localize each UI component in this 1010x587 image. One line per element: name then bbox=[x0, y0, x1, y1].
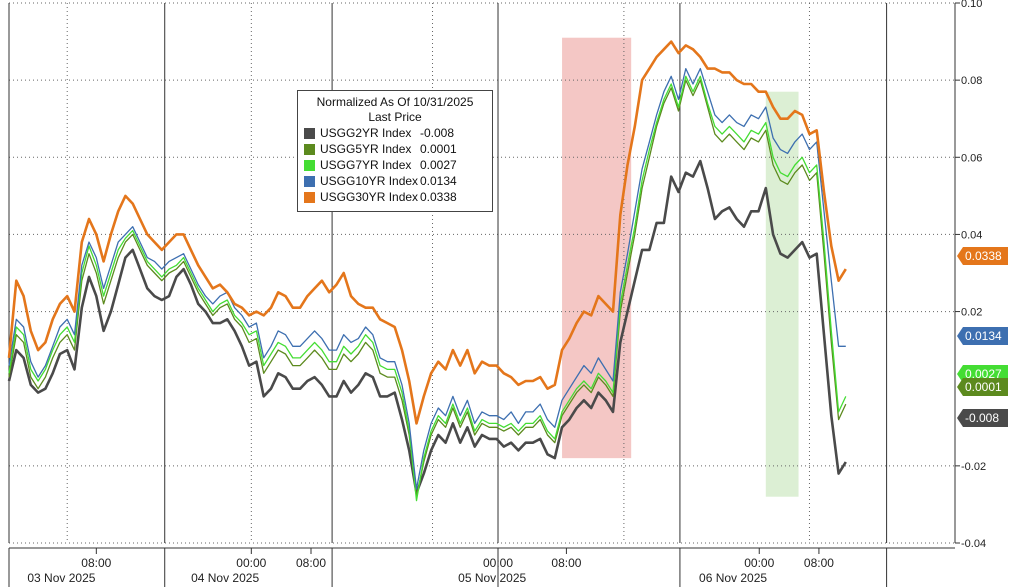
y-tick-label: 0.06 bbox=[961, 152, 982, 164]
legend-subtitle: Last Price bbox=[368, 110, 422, 124]
series-line-usgg10yr bbox=[8, 67, 846, 490]
highlight-region-0 bbox=[562, 37, 632, 459]
legend-row: USGG2YR Index -0.008 bbox=[304, 125, 486, 141]
y-tick-label: -0.02 bbox=[961, 461, 986, 473]
legend-row: USGG30YR Index 0.0338 bbox=[304, 189, 486, 205]
y-tick-label: 0.10 bbox=[961, 0, 982, 10]
last-value-tag-text: 0.0027 bbox=[965, 367, 1002, 381]
last-value-tag-text: 0.0338 bbox=[965, 249, 1002, 263]
last-value-tag-text: -0.008 bbox=[965, 411, 999, 425]
legend-series-value: 0.0001 bbox=[420, 142, 457, 156]
last-value-tag-usgg5yr: 0.0001 bbox=[957, 378, 1008, 396]
legend-row: USGG5YR Index 0.0001 bbox=[304, 141, 486, 157]
x-tick-label: 00:00 bbox=[236, 556, 266, 570]
legend-series-name: USGG2YR Index bbox=[320, 126, 412, 140]
last-value-tag-text: 0.0001 bbox=[965, 380, 1002, 394]
y-tick-label: 0.02 bbox=[961, 307, 982, 319]
legend-series-value: -0.008 bbox=[420, 126, 455, 140]
x-tick-label: 08:00 bbox=[81, 556, 111, 570]
x-date-label: 03 Nov 2025 bbox=[27, 571, 95, 585]
legend-swatch bbox=[304, 191, 315, 203]
last-value-tag-bg bbox=[957, 247, 1008, 265]
last-value-tag-text: 0.0134 bbox=[965, 329, 1002, 343]
y-tick-label: -0.04 bbox=[961, 538, 986, 550]
last-value-tag-usgg30yr: 0.0338 bbox=[957, 247, 1008, 265]
legend-swatch bbox=[304, 127, 315, 139]
legend-series-value: 0.0338 bbox=[420, 190, 457, 204]
legend-swatch bbox=[304, 175, 315, 187]
legend-rows: USGG2YR Index -0.008 USGG5YR Index 0.0001 US… bbox=[304, 125, 486, 205]
last-value-tag-usgg2yr: -0.008 bbox=[957, 409, 1008, 427]
last-value-tag-bg bbox=[957, 378, 1008, 396]
x-tick-label: 08:00 bbox=[296, 556, 326, 570]
series-line-usgg7yr bbox=[8, 75, 847, 502]
last-value-labels: 0.0027 0.0338 0.0134 0.0001 -0.008 bbox=[957, 247, 1008, 427]
y-tick-label: 0.04 bbox=[961, 229, 982, 241]
legend-series-name: USGG30YR Index bbox=[320, 190, 419, 204]
legend: Normalized As Of 10/31/2025 Last Price U… bbox=[297, 90, 493, 212]
legend-swatch bbox=[304, 159, 315, 171]
x-tick-label: 08:00 bbox=[804, 556, 834, 570]
legend-series-name: USGG5YR Index bbox=[320, 142, 412, 156]
legend-row: USGG10YR Index 0.0134 bbox=[304, 173, 486, 189]
legend-series-value: 0.0027 bbox=[420, 158, 457, 172]
legend-series-value: 0.0134 bbox=[420, 174, 457, 188]
series-line-usgg5yr bbox=[8, 79, 847, 498]
series-lines bbox=[7, 40, 847, 502]
x-tick-label: 08:00 bbox=[551, 556, 581, 570]
last-value-tag-bg bbox=[957, 409, 1008, 427]
legend-swatch bbox=[304, 143, 315, 155]
series-line-usgg30yr bbox=[7, 40, 847, 425]
x-tick-label: 00:00 bbox=[744, 556, 774, 570]
y-tick-label: 0.08 bbox=[961, 75, 982, 87]
grid-lines bbox=[8, 2, 955, 544]
series-line-usgg2yr bbox=[7, 159, 847, 495]
last-value-tag-usgg10yr: 0.0134 bbox=[957, 327, 1008, 345]
legend-row: USGG7YR Index 0.0027 bbox=[304, 157, 486, 173]
legend-series-name: USGG7YR Index bbox=[320, 158, 412, 172]
last-value-tag-bg bbox=[957, 327, 1008, 345]
y-axis: -0.04 -0.02 0.02 0.04 0.06 0.08 0.10 bbox=[954, 0, 986, 550]
x-date-label: 06 Nov 2025 bbox=[699, 571, 767, 585]
legend-title: Normalized As Of 10/31/2025 bbox=[316, 95, 474, 109]
legend-series-name: USGG10YR Index bbox=[320, 174, 419, 188]
x-date-label: 04 Nov 2025 bbox=[191, 571, 259, 585]
x-date-label: 05 Nov 2025 bbox=[458, 571, 526, 585]
